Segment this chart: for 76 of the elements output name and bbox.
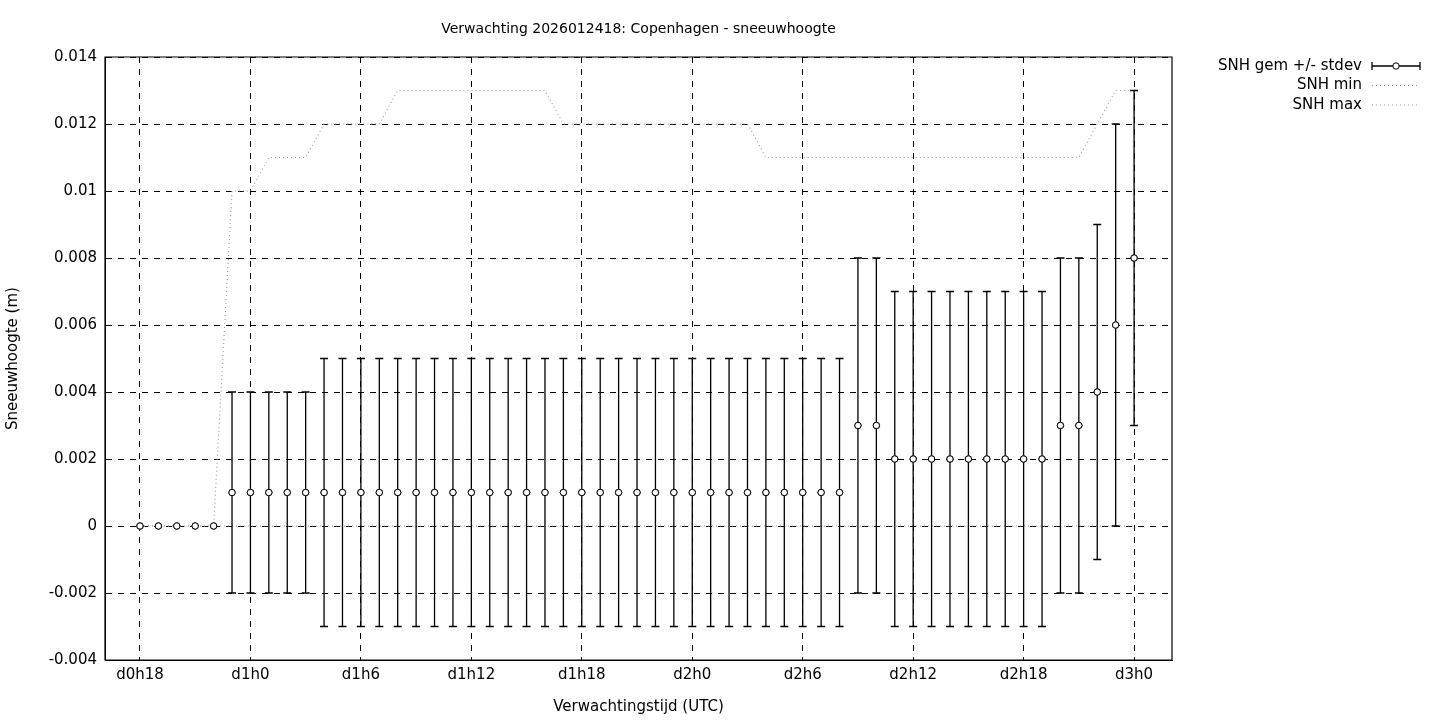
point bbox=[412, 488, 420, 497]
point bbox=[338, 488, 347, 497]
point bbox=[522, 488, 531, 497]
y-tick-label: 0.008 bbox=[54, 247, 97, 266]
point bbox=[633, 488, 641, 497]
y-tick-label: 0.006 bbox=[54, 314, 97, 333]
x-tick-label: d2h12 bbox=[889, 664, 937, 683]
y-tick-label: 0.01 bbox=[63, 180, 97, 199]
x-tick-label: d1h12 bbox=[447, 664, 496, 683]
point bbox=[320, 488, 328, 497]
point bbox=[283, 488, 291, 497]
legend-label: SNH min bbox=[1296, 75, 1362, 94]
point bbox=[799, 488, 807, 497]
point bbox=[1130, 254, 1138, 262]
point bbox=[706, 488, 715, 497]
legend-label: SNH max bbox=[1292, 94, 1363, 113]
point bbox=[559, 488, 568, 497]
point bbox=[467, 488, 476, 497]
point bbox=[1019, 455, 1028, 463]
point bbox=[246, 488, 255, 497]
point bbox=[614, 488, 623, 497]
legend-label: SNH gem +/- stdev bbox=[1217, 55, 1363, 74]
point bbox=[1075, 421, 1083, 430]
point bbox=[265, 488, 273, 497]
point bbox=[394, 488, 402, 497]
point bbox=[817, 488, 825, 497]
point bbox=[964, 455, 973, 463]
point bbox=[651, 488, 660, 497]
y-tick-label: 0.004 bbox=[54, 381, 97, 400]
x-tick-label: d0h18 bbox=[116, 664, 164, 683]
point bbox=[430, 488, 439, 497]
point bbox=[872, 421, 881, 430]
point bbox=[835, 488, 844, 497]
point bbox=[1056, 421, 1065, 430]
point bbox=[504, 488, 512, 497]
point bbox=[449, 488, 457, 497]
point bbox=[743, 488, 752, 497]
point bbox=[375, 488, 383, 497]
point bbox=[983, 455, 991, 463]
point bbox=[578, 488, 586, 497]
y-tick-label: 0 bbox=[87, 515, 97, 534]
point bbox=[541, 488, 549, 497]
y-tick-label: 0.012 bbox=[54, 113, 97, 132]
point bbox=[946, 455, 954, 463]
point bbox=[1038, 455, 1046, 463]
x-tick-label: d1h6 bbox=[341, 664, 380, 683]
chart-title: Verwachting 2026012418: Copenhagen - sneeuwhoogte bbox=[441, 19, 836, 36]
point bbox=[1111, 321, 1120, 329]
point bbox=[357, 488, 365, 497]
point bbox=[780, 488, 788, 497]
point bbox=[909, 455, 917, 463]
point bbox=[725, 488, 733, 497]
y-axis-title: Sneeuwhoogte (m) bbox=[2, 287, 21, 430]
point bbox=[228, 488, 236, 497]
x-tick-label: d1h18 bbox=[557, 664, 606, 683]
point bbox=[301, 488, 310, 497]
y-tick-label: 0.002 bbox=[54, 448, 97, 467]
x-axis-title: Verwachtingstijd (UTC) bbox=[553, 696, 724, 715]
point bbox=[762, 488, 770, 497]
point bbox=[927, 455, 936, 463]
x-tick-label: d3h0 bbox=[1115, 664, 1154, 683]
y-tick-label: -0.002 bbox=[48, 582, 97, 601]
point bbox=[1001, 455, 1009, 463]
point bbox=[596, 488, 604, 497]
point bbox=[670, 488, 678, 497]
point bbox=[891, 455, 899, 463]
x-tick-label: d2h0 bbox=[673, 664, 712, 683]
y-tick-label: 0.014 bbox=[54, 46, 97, 65]
x-tick-label: d1h0 bbox=[231, 664, 270, 683]
point bbox=[486, 488, 494, 497]
point bbox=[688, 488, 696, 497]
point bbox=[1093, 388, 1101, 396]
x-tick-label: d2h6 bbox=[783, 664, 822, 683]
y-tick-label: -0.004 bbox=[48, 649, 97, 668]
x-tick-label: d2h18 bbox=[999, 664, 1048, 683]
point bbox=[854, 421, 862, 430]
